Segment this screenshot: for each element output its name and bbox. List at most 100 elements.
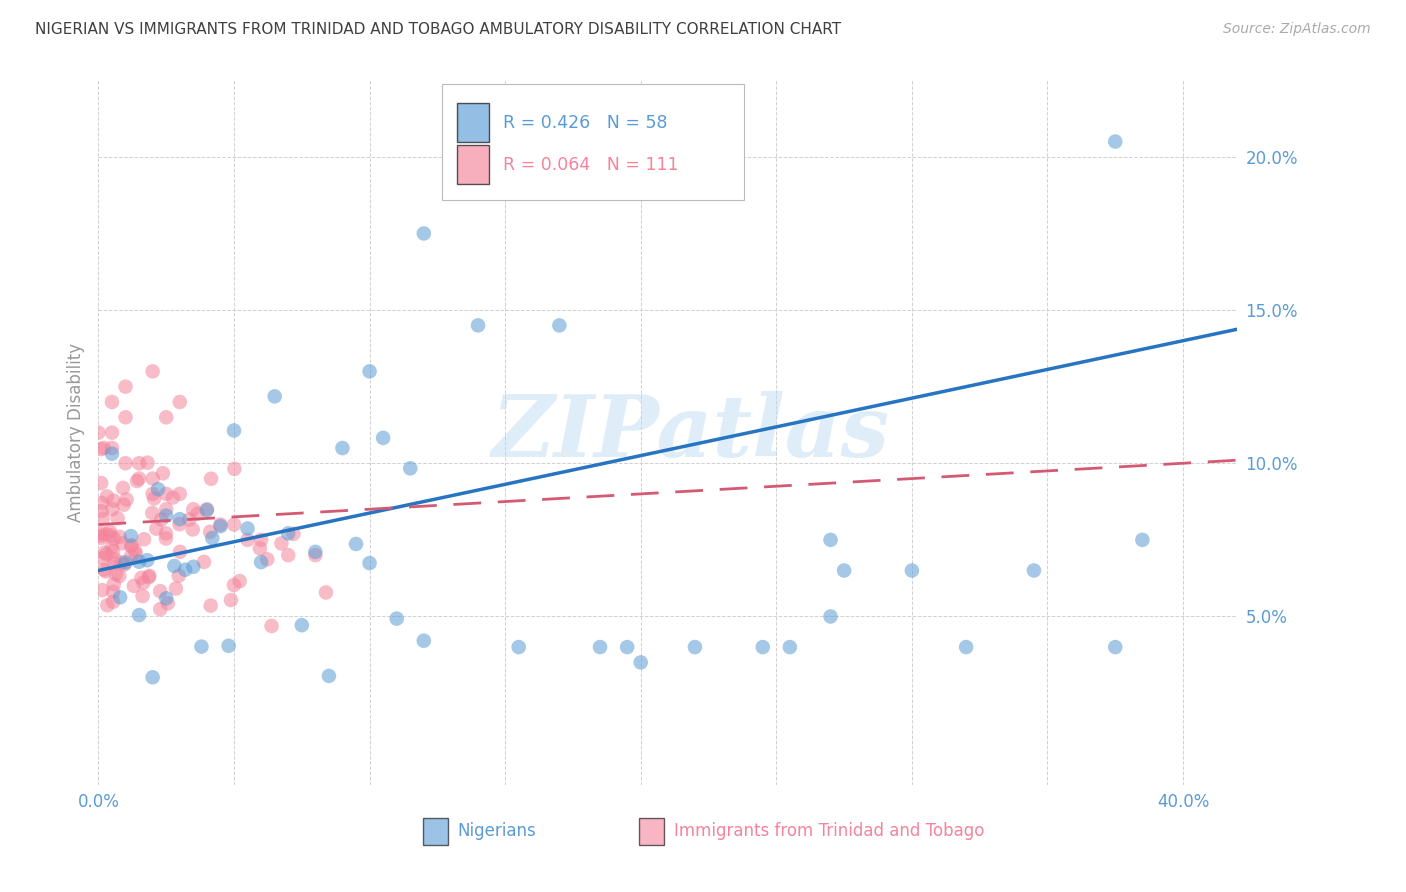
Point [121,538,143,552]
Point [101,395,124,409]
Point [124,543,146,558]
Point [142,487,165,501]
FancyBboxPatch shape [423,818,449,845]
Point [101,441,124,455]
Point [195,502,218,516]
Point [142,472,165,486]
Point [90,475,112,490]
Point [224,462,246,476]
Point [125,474,148,488]
Point [96,490,118,504]
Point [183,559,205,574]
Point [141,506,163,520]
Point [138,570,160,584]
Point [103,557,125,571]
Point [145,522,167,536]
Point [187,507,209,521]
Point [107,511,129,525]
Point [90,504,112,518]
Point [128,555,150,569]
Point [105,567,128,582]
Point [222,578,245,592]
Text: Immigrants from Trinidad and Tobago: Immigrants from Trinidad and Tobago [673,822,984,840]
Point [90,528,112,542]
FancyBboxPatch shape [640,818,665,845]
Point [91,583,114,598]
Point [120,529,142,543]
Point [138,569,160,583]
FancyBboxPatch shape [457,145,489,185]
Point [236,533,259,547]
Point [125,547,148,561]
Point [169,395,191,409]
Point [120,539,142,553]
Point [467,318,489,333]
Point [101,425,124,440]
Point [91,551,114,566]
Point [94,565,117,579]
Point [96,599,118,613]
Point [359,364,381,378]
Point [752,640,775,654]
Point [93,546,115,560]
Point [103,532,125,546]
Point [90,531,112,545]
Point [779,640,801,654]
Point [955,640,977,654]
Point [111,536,134,550]
Point [132,575,155,590]
Point [304,548,326,562]
Point [249,541,271,556]
Point [93,441,115,455]
Point [149,602,172,616]
Point [114,456,136,470]
Text: Source: ZipAtlas.com: Source: ZipAtlas.com [1223,22,1371,37]
Point [155,487,177,501]
Point [318,669,340,683]
Point [181,523,204,537]
Text: ZIPatlas: ZIPatlas [492,391,890,475]
Point [103,552,125,566]
Point [156,596,179,610]
Point [87,425,110,440]
FancyBboxPatch shape [443,84,744,200]
Point [228,574,250,588]
Point [169,487,191,501]
Point [90,442,112,456]
Point [169,517,191,532]
Point [150,512,173,526]
Point [277,548,299,562]
Point [128,472,150,486]
Point [200,472,222,486]
Point [122,579,145,593]
Point [179,512,201,526]
Point [100,528,122,542]
Point [115,492,138,507]
Point [250,533,273,547]
Point [832,564,855,578]
Point [101,584,124,599]
Point [270,536,292,550]
Point [132,533,155,547]
FancyBboxPatch shape [457,103,489,142]
Point [256,552,278,566]
Point [195,503,218,517]
Point [167,568,190,582]
Point [385,611,408,625]
Point [114,410,136,425]
Point [101,447,124,461]
Point [155,502,177,516]
Point [1104,640,1126,654]
Point [101,544,124,558]
Point [128,608,150,623]
Point [222,517,245,532]
Point [1022,564,1045,578]
Point [131,589,153,603]
Point [250,555,273,569]
Point [291,618,314,632]
Point [114,556,136,570]
Point [155,526,177,541]
Point [359,556,381,570]
Point [218,639,240,653]
Point [142,670,165,684]
